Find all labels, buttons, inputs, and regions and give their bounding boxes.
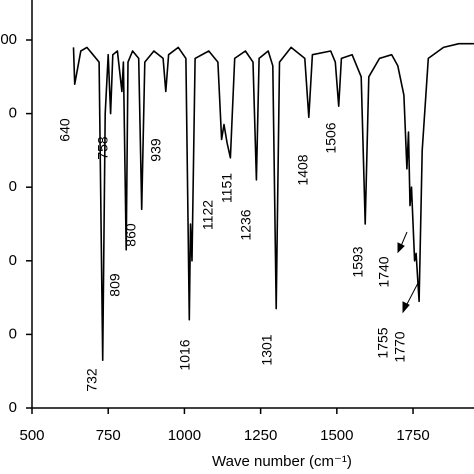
arrows <box>397 231 419 314</box>
peak-label: 1301 <box>259 334 275 365</box>
x-tick-label: 1000 <box>168 427 201 444</box>
arrow <box>400 231 408 247</box>
y-tick-label: 0 <box>9 325 17 342</box>
peak-label: 1593 <box>350 246 366 277</box>
peak-label: 1755 <box>375 327 391 358</box>
y-tick-label: 0 <box>9 105 17 122</box>
peak-label: 640 <box>57 118 73 142</box>
peak-label: 1236 <box>238 209 254 240</box>
peak-label: 1506 <box>323 122 339 153</box>
arrow-head <box>397 242 405 254</box>
peak-label: 1770 <box>392 331 408 362</box>
arrow <box>405 282 419 307</box>
peak-label: 732 <box>84 368 100 392</box>
peak-label: 1740 <box>376 256 392 287</box>
peak-label: 860 <box>123 223 139 247</box>
x-tick-label: 1500 <box>320 427 353 444</box>
peak-label: 809 <box>107 273 123 297</box>
peak-label: 1016 <box>177 339 193 370</box>
y-tick-label: 0 <box>9 178 17 195</box>
y-tick-label: 0 <box>9 252 17 269</box>
x-tick-label: 1250 <box>244 427 277 444</box>
x-tick-label: 500 <box>19 427 44 444</box>
x-axis-label: Wave number (cm⁻¹) <box>212 453 352 470</box>
peak-label: 758 <box>95 136 111 160</box>
spectrum-line <box>72 42 474 361</box>
x-tick-label: 750 <box>96 427 121 444</box>
peak-label: 1408 <box>295 154 311 185</box>
peak-label: 1122 <box>200 200 216 230</box>
peak-label: 1151 <box>219 173 235 203</box>
y-tick-label: 0 <box>9 399 17 416</box>
y-tick-label: 00 <box>0 31 17 48</box>
arrow-head <box>402 301 410 314</box>
x-tick-label: 1750 <box>396 427 429 444</box>
peak-label: 939 <box>148 138 164 162</box>
